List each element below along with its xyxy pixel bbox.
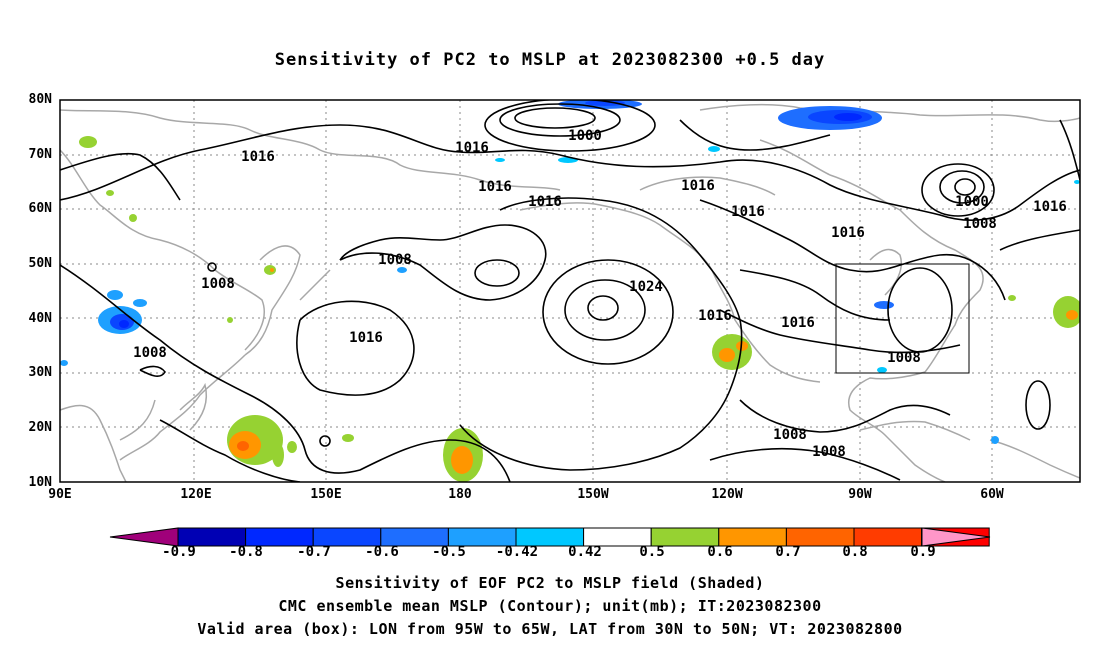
lon-label-90e: 90E [48, 487, 72, 502]
lon-label-90w: 90W [848, 487, 872, 502]
contour-label: 1016 [528, 194, 562, 210]
colorbar-label: -0.8 [229, 544, 263, 560]
lat-label-20n: 20N [28, 420, 52, 435]
colorbar-label: -0.9 [162, 544, 196, 560]
contour-label: 1008 [887, 350, 921, 366]
lat-label-70n: 70N [28, 147, 52, 162]
contour-label: 1000 [955, 194, 989, 210]
contour-label: 1016 [731, 204, 765, 220]
contour-label: 1016 [698, 308, 732, 324]
lat-label-50n: 50N [28, 256, 52, 271]
lat-label-60n: 60N [28, 201, 52, 216]
contour-label: 1024 [629, 279, 663, 295]
sensitivity-shading [60, 100, 1080, 482]
colorbar-label: 0.5 [639, 544, 665, 560]
contour-label: 1016 [455, 140, 489, 156]
colorbar-label: -0.6 [365, 544, 399, 560]
contour-label: 1008 [378, 252, 412, 268]
contour-label: 1016 [831, 225, 865, 241]
colorbar-label: -0.42 [495, 544, 539, 560]
lon-label-150w: 150W [577, 487, 609, 502]
plot-title: Sensitivity of PC2 to MSLP at 2023082300… [274, 50, 826, 70]
colorbar-label: 0.9 [910, 544, 936, 560]
map-frame [59, 99, 1081, 483]
lat-label-80n: 80N [28, 92, 52, 107]
footer-line-3: Valid area (box): LON from 95W to 65W, L… [197, 620, 903, 638]
colorbar [109, 527, 991, 547]
contour-label: 1016 [781, 315, 815, 331]
valid-area-box [835, 263, 970, 374]
contour-label: 1016 [349, 330, 383, 346]
lon-label-150e: 150E [310, 487, 342, 502]
contour-label: 1008 [133, 345, 167, 361]
colorbar-label: 0.6 [707, 544, 733, 560]
contour-label: 1016 [241, 149, 275, 165]
map-background [60, 100, 1080, 482]
lon-label-120e: 120E [180, 487, 212, 502]
contour-label: 1008 [963, 216, 997, 232]
contour-labels: 1000 1016 1016 1016 1016 1016 1016 1000 … [133, 128, 1067, 460]
lat-label-40n: 40N [28, 311, 52, 326]
contour-label: 1000 [568, 128, 602, 144]
contour-label: 1016 [681, 178, 715, 194]
colorbar-end-right [921, 527, 991, 547]
mslp-contours [60, 100, 1080, 482]
colorbar-label: 0.42 [568, 544, 602, 560]
lat-label-10n: 10N [28, 475, 52, 490]
lat-label-30n: 30N [28, 365, 52, 380]
contour-label: 1008 [201, 276, 235, 292]
lon-label-180: 180 [448, 487, 472, 502]
colorbar-label: 0.8 [842, 544, 868, 560]
contour-label: 1016 [1033, 199, 1067, 215]
footer-line-2: CMC ensemble mean MSLP (Contour); unit(m… [278, 597, 822, 615]
contour-label: 1008 [773, 427, 807, 443]
footer-line-1: Sensitivity of EOF PC2 to MSLP field (Sh… [335, 574, 765, 592]
contour-label: 1008 [812, 444, 846, 460]
lon-label-120w: 120W [711, 487, 743, 502]
contour-label: 1016 [478, 179, 512, 195]
colorbar-label: -0.7 [297, 544, 331, 560]
colorbar-label: -0.5 [432, 544, 466, 560]
colorbar-label: 0.7 [775, 544, 801, 560]
lon-label-60w: 60W [980, 487, 1004, 502]
